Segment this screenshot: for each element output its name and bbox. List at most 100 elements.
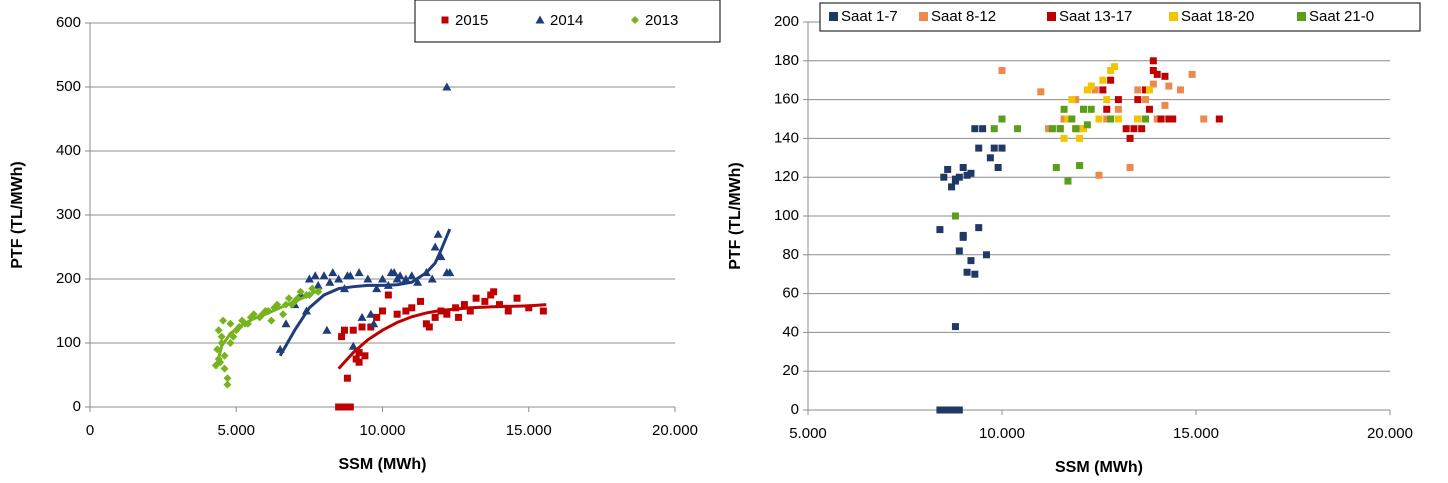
- point: [1107, 115, 1115, 123]
- point: [936, 226, 944, 234]
- point: [346, 403, 354, 411]
- point: [998, 115, 1006, 123]
- y-tick-label: 120: [774, 168, 799, 185]
- point: [226, 339, 235, 347]
- point: [325, 277, 335, 286]
- trendline: [278, 228, 452, 357]
- point: [955, 173, 963, 181]
- x-tick-label: 0: [86, 422, 94, 439]
- x-tick-label: 15.000: [506, 422, 552, 439]
- point: [1215, 115, 1223, 123]
- y-tick-label: 180: [774, 52, 799, 69]
- point: [386, 268, 396, 277]
- point: [460, 301, 468, 309]
- point: [1153, 115, 1161, 123]
- point: [328, 268, 338, 277]
- point: [1083, 86, 1091, 94]
- legend-label: 2015: [455, 12, 488, 29]
- point: [441, 16, 449, 24]
- point: [357, 312, 367, 321]
- point: [417, 297, 425, 305]
- point: [279, 310, 288, 319]
- point: [535, 15, 545, 24]
- point: [1126, 164, 1134, 171]
- point: [1060, 115, 1068, 123]
- point: [384, 291, 392, 299]
- point: [1072, 96, 1080, 104]
- x-tick-label: 5.000: [217, 422, 255, 439]
- legend-marker: [1047, 12, 1056, 21]
- point: [220, 351, 229, 360]
- trendline: [214, 287, 322, 369]
- point: [971, 270, 979, 278]
- point: [226, 319, 235, 328]
- point: [936, 406, 944, 414]
- point: [220, 364, 229, 373]
- point: [994, 164, 1002, 171]
- point: [442, 82, 452, 91]
- legend-marker: [1297, 12, 1306, 21]
- y-tick-label: 200: [774, 13, 799, 30]
- x-tick-label: 10.000: [360, 422, 406, 439]
- point: [1095, 171, 1103, 179]
- point: [1134, 86, 1142, 94]
- y-tick-label: 20: [782, 362, 799, 379]
- point: [407, 271, 417, 280]
- point: [1134, 115, 1142, 123]
- point: [1083, 121, 1091, 129]
- point: [1165, 115, 1173, 123]
- point: [402, 307, 410, 315]
- y-tick-label: 600: [56, 14, 81, 31]
- point: [372, 284, 382, 293]
- point: [304, 274, 314, 283]
- point: [223, 374, 232, 383]
- legend-label: Saat 13-17: [1059, 8, 1132, 25]
- legend-label: Saat 1-7: [841, 8, 898, 25]
- point: [363, 274, 373, 283]
- point: [1076, 125, 1084, 133]
- point: [267, 316, 276, 325]
- point: [425, 323, 433, 331]
- y-tick-label: 300: [56, 206, 81, 223]
- y-tick-label: 400: [56, 142, 81, 159]
- point: [1087, 82, 1095, 90]
- point: [955, 406, 963, 414]
- point: [1149, 67, 1157, 74]
- point: [1114, 115, 1122, 123]
- point: [1091, 86, 1099, 94]
- point: [401, 274, 411, 283]
- point: [1103, 115, 1111, 123]
- point: [334, 274, 344, 283]
- legend-marker: [919, 12, 928, 21]
- point: [1099, 76, 1107, 84]
- point: [343, 374, 351, 382]
- point: [951, 212, 959, 220]
- point: [1134, 96, 1142, 104]
- x-tick-label: 20.000: [1367, 425, 1413, 442]
- point: [1045, 125, 1053, 133]
- point: [1072, 125, 1080, 133]
- point: [1161, 101, 1169, 109]
- point: [369, 319, 379, 328]
- point: [431, 313, 439, 321]
- point: [940, 173, 948, 181]
- y-tick-label: 140: [774, 129, 799, 146]
- point: [1068, 96, 1076, 104]
- point: [1079, 125, 1087, 133]
- point: [378, 274, 387, 283]
- point: [319, 271, 329, 280]
- point: [219, 316, 228, 325]
- point: [408, 304, 416, 312]
- trendline: [337, 303, 547, 370]
- point: [366, 309, 376, 318]
- point: [342, 271, 352, 280]
- point: [1048, 125, 1056, 133]
- point: [979, 125, 987, 133]
- point: [1111, 63, 1119, 71]
- point: [1064, 177, 1072, 185]
- point: [1145, 105, 1153, 113]
- y-tick-label: 40: [782, 323, 799, 340]
- point: [296, 287, 305, 296]
- point: [430, 242, 440, 251]
